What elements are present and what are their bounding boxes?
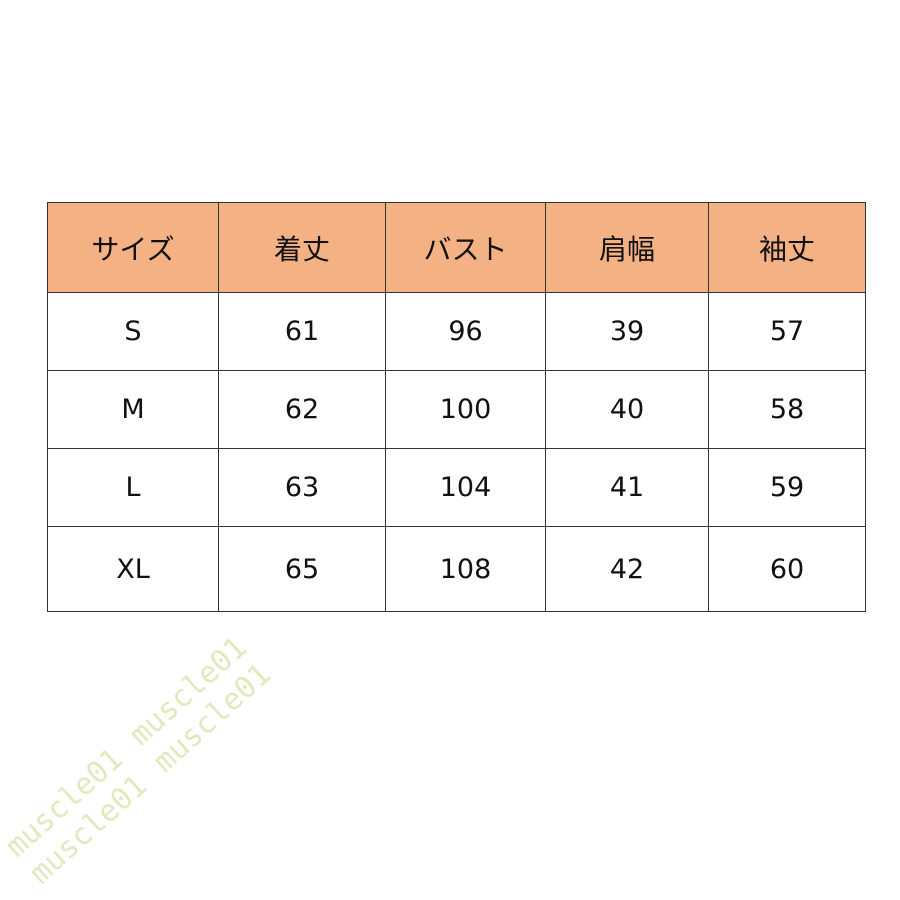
table-row: S 61 96 39 57 — [47, 292, 866, 371]
cell-size: L — [47, 448, 219, 527]
cell-sleeve: 57 — [708, 292, 866, 371]
header-bust: バスト — [385, 202, 546, 293]
header-size: サイズ — [47, 202, 219, 293]
cell-length: 61 — [218, 292, 386, 371]
cell-shoulder: 41 — [545, 448, 709, 527]
table-row: M 62 100 40 58 — [47, 370, 866, 449]
cell-bust: 108 — [385, 526, 546, 612]
cell-bust: 100 — [385, 370, 546, 449]
table-row: L 63 104 41 59 — [47, 448, 866, 527]
cell-shoulder: 42 — [545, 526, 709, 612]
size-chart-table: サイズ 着丈 バスト 肩幅 袖丈 S 61 96 39 57 M 62 100 … — [47, 202, 866, 612]
cell-length: 65 — [218, 526, 386, 612]
header-row: サイズ 着丈 バスト 肩幅 袖丈 — [47, 202, 866, 293]
cell-bust: 96 — [385, 292, 546, 371]
header-length: 着丈 — [218, 202, 386, 293]
cell-size: S — [47, 292, 219, 371]
cell-size: M — [47, 370, 219, 449]
cell-sleeve: 60 — [708, 526, 866, 612]
header-sleeve: 袖丈 — [708, 202, 866, 293]
cell-shoulder: 40 — [545, 370, 709, 449]
table-row: XL 65 108 42 60 — [47, 526, 866, 612]
cell-bust: 104 — [385, 448, 546, 527]
header-shoulder: 肩幅 — [545, 202, 709, 293]
cell-sleeve: 59 — [708, 448, 866, 527]
cell-size: XL — [47, 526, 219, 612]
cell-sleeve: 58 — [708, 370, 866, 449]
cell-length: 62 — [218, 370, 386, 449]
cell-length: 63 — [218, 448, 386, 527]
watermark: muscle01 muscle01 muscle01 muscle01 — [0, 630, 278, 892]
cell-shoulder: 39 — [545, 292, 709, 371]
